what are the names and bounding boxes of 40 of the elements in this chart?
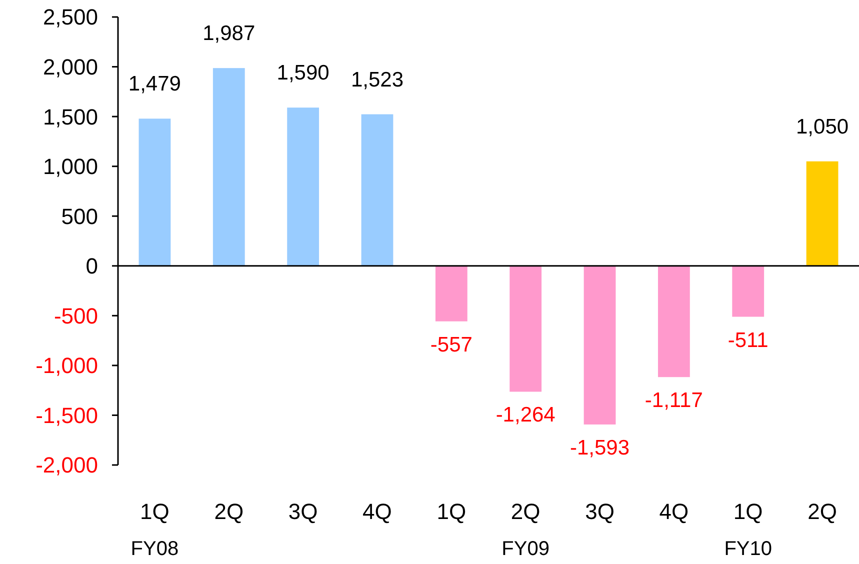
data-label: 1,987 <box>202 22 256 46</box>
data-label: 1,050 <box>796 115 849 138</box>
bar <box>510 266 542 392</box>
y-tick-label: -2,000 <box>36 452 98 478</box>
bar <box>138 118 171 266</box>
bar <box>732 266 764 317</box>
y-tick-label: 500 <box>61 204 98 229</box>
y-tick-label: 0 <box>86 254 98 279</box>
bar <box>584 266 616 424</box>
x-tick-label: 1Q FY10 <box>724 499 772 560</box>
x-tick-label: 1Q <box>436 499 466 524</box>
y-tick-label: -1,500 <box>36 402 98 428</box>
bar <box>287 108 320 266</box>
data-label: -511 <box>728 328 768 352</box>
data-label: -1,117 <box>644 389 703 412</box>
data-label: -557 <box>430 333 472 356</box>
data-label: 1,523 <box>350 68 404 92</box>
x-tick-label: 4Q <box>362 499 392 524</box>
bar <box>658 266 690 378</box>
y-tick-label: -500 <box>54 303 98 328</box>
y-tick-label: -1,000 <box>36 353 98 378</box>
bar <box>806 161 838 266</box>
x-tick-label: 2Q <box>808 499 837 524</box>
y-tick-label: 1,500 <box>42 104 98 130</box>
x-tick-label: 3Q <box>585 499 614 524</box>
x-tick-label: 1Q FY08 <box>130 499 179 560</box>
bar <box>212 68 245 266</box>
y-tick-label: 1,000 <box>42 154 98 180</box>
data-label: -1,593 <box>570 436 630 460</box>
x-tick-label: 4Q <box>659 499 689 524</box>
data-label: -1,264 <box>496 404 556 427</box>
y-tick-label: 2,000 <box>42 54 98 80</box>
data-label: 1,479 <box>128 72 181 96</box>
data-label: 1,590 <box>276 62 330 85</box>
x-tick-label: 2Q <box>214 499 244 524</box>
x-tick-label: 2Q FY09 <box>502 499 550 560</box>
bar <box>361 114 394 266</box>
x-tick-label: 3Q <box>288 499 318 524</box>
bar <box>435 266 468 322</box>
y-tick-label: 2,500 <box>42 4 98 30</box>
